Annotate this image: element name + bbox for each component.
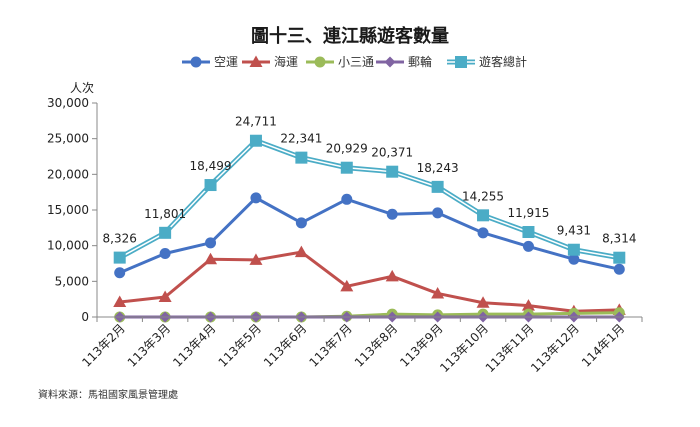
data-point xyxy=(477,209,490,222)
data-point xyxy=(476,296,490,308)
legend-label: 郵輪 xyxy=(408,54,432,69)
data-point xyxy=(249,253,263,265)
y-axis-unit: 人次 xyxy=(70,81,94,95)
data-point xyxy=(522,226,535,239)
legend-item-1: 空運 xyxy=(182,55,238,69)
legend-label: 小三通 xyxy=(338,55,374,69)
y-tick-label: 25,000 xyxy=(47,132,89,146)
data-label: 24,711 xyxy=(235,115,277,129)
legend-item-3: 小三通 xyxy=(306,55,374,69)
data-label: 22,341 xyxy=(280,132,322,146)
legend-swatch-marker xyxy=(384,56,396,68)
data-point xyxy=(340,279,354,292)
legend-item-2: 海運 xyxy=(242,54,298,69)
y-tick-label: 10,000 xyxy=(47,239,89,253)
data-point xyxy=(113,295,127,308)
x-axis: 113年2月113年3月113年4月113年5月113年6月113年7月113年… xyxy=(79,316,643,375)
data-point xyxy=(613,263,625,275)
x-tick-label: 113年2月 xyxy=(79,321,127,369)
x-tick-label: 113年8月 xyxy=(352,321,400,369)
y-tick-label: 0 xyxy=(81,310,89,324)
data-point xyxy=(341,193,353,205)
y-tick-label: 20,000 xyxy=(47,167,89,181)
data-point xyxy=(567,243,580,256)
y-tick-label: 15,000 xyxy=(47,203,89,217)
data-point xyxy=(432,207,444,219)
data-point xyxy=(613,251,626,264)
data-label: 20,929 xyxy=(326,142,368,156)
series-2 xyxy=(113,245,626,317)
data-point xyxy=(158,290,172,303)
data-point xyxy=(522,240,534,252)
data-label: 8,326 xyxy=(103,232,137,246)
data-label: 11,915 xyxy=(507,206,549,220)
x-tick-label: 113年3月 xyxy=(125,321,173,369)
legend-label: 海運 xyxy=(274,54,298,69)
data-point xyxy=(250,192,262,204)
source-note: 資料來源：馬祖國家風景管理處 xyxy=(38,388,178,401)
legend-swatch-marker xyxy=(314,56,326,68)
chart-title: 圖十三、連江縣遊客數量 xyxy=(251,25,449,47)
series-line xyxy=(119,250,620,313)
legend-swatch-marker xyxy=(455,56,467,68)
data-label: 11,801 xyxy=(144,207,186,221)
x-tick-label: 113年6月 xyxy=(261,321,309,369)
data-point xyxy=(431,180,444,193)
data-point xyxy=(568,253,580,265)
y-axis: 0 5,000 10,000 15,000 20,000 25,000 30,000 xyxy=(47,96,98,324)
x-tick-label: 113年4月 xyxy=(170,321,218,369)
x-tick-label: 113年10月 xyxy=(437,321,491,375)
data-point xyxy=(204,252,218,265)
legend-item-5: 遊客總計 xyxy=(447,54,527,69)
legend: 空運 海運 小三通 郵輪 遊客總計 xyxy=(182,54,527,69)
x-tick-label: 113年12月 xyxy=(528,321,582,375)
x-tick-label: 113年5月 xyxy=(216,321,264,369)
data-point xyxy=(386,165,399,178)
series-1 xyxy=(114,192,625,279)
data-point xyxy=(340,161,353,174)
data-point xyxy=(159,226,172,239)
data-point xyxy=(249,134,262,147)
legend-label: 遊客總計 xyxy=(479,54,527,69)
x-tick-label: 113年7月 xyxy=(306,321,354,369)
data-point xyxy=(204,179,217,192)
data-point xyxy=(113,251,126,264)
x-tick-label: 113年11月 xyxy=(483,321,537,375)
data-label: 20,371 xyxy=(371,146,413,160)
data-label: 18,499 xyxy=(190,159,232,173)
series-line-inner xyxy=(119,139,620,259)
data-point xyxy=(386,208,398,220)
data-point xyxy=(295,151,308,164)
data-point xyxy=(477,227,489,239)
y-tick-label: 5,000 xyxy=(55,274,89,288)
x-tick-label: 114年1月 xyxy=(579,321,627,369)
series-line xyxy=(119,196,620,275)
legend-swatch-marker xyxy=(249,55,263,67)
y-tick-label: 30,000 xyxy=(47,96,89,110)
data-point xyxy=(385,269,399,282)
data-point xyxy=(294,245,308,258)
data-label: 14,255 xyxy=(462,189,504,203)
data-point xyxy=(431,286,445,299)
data-point xyxy=(159,248,171,260)
data-point xyxy=(521,299,535,311)
data-point xyxy=(205,237,217,249)
legend-item-4: 郵輪 xyxy=(376,54,432,69)
data-point xyxy=(295,217,307,229)
data-label: 8,314 xyxy=(602,232,636,246)
legend-swatch-marker xyxy=(190,56,202,68)
data-label: 18,243 xyxy=(417,161,459,175)
x-tick-label: 113年9月 xyxy=(397,321,445,369)
data-label: 9,431 xyxy=(557,224,591,238)
data-point xyxy=(114,267,126,279)
legend-label: 空運 xyxy=(214,55,238,69)
